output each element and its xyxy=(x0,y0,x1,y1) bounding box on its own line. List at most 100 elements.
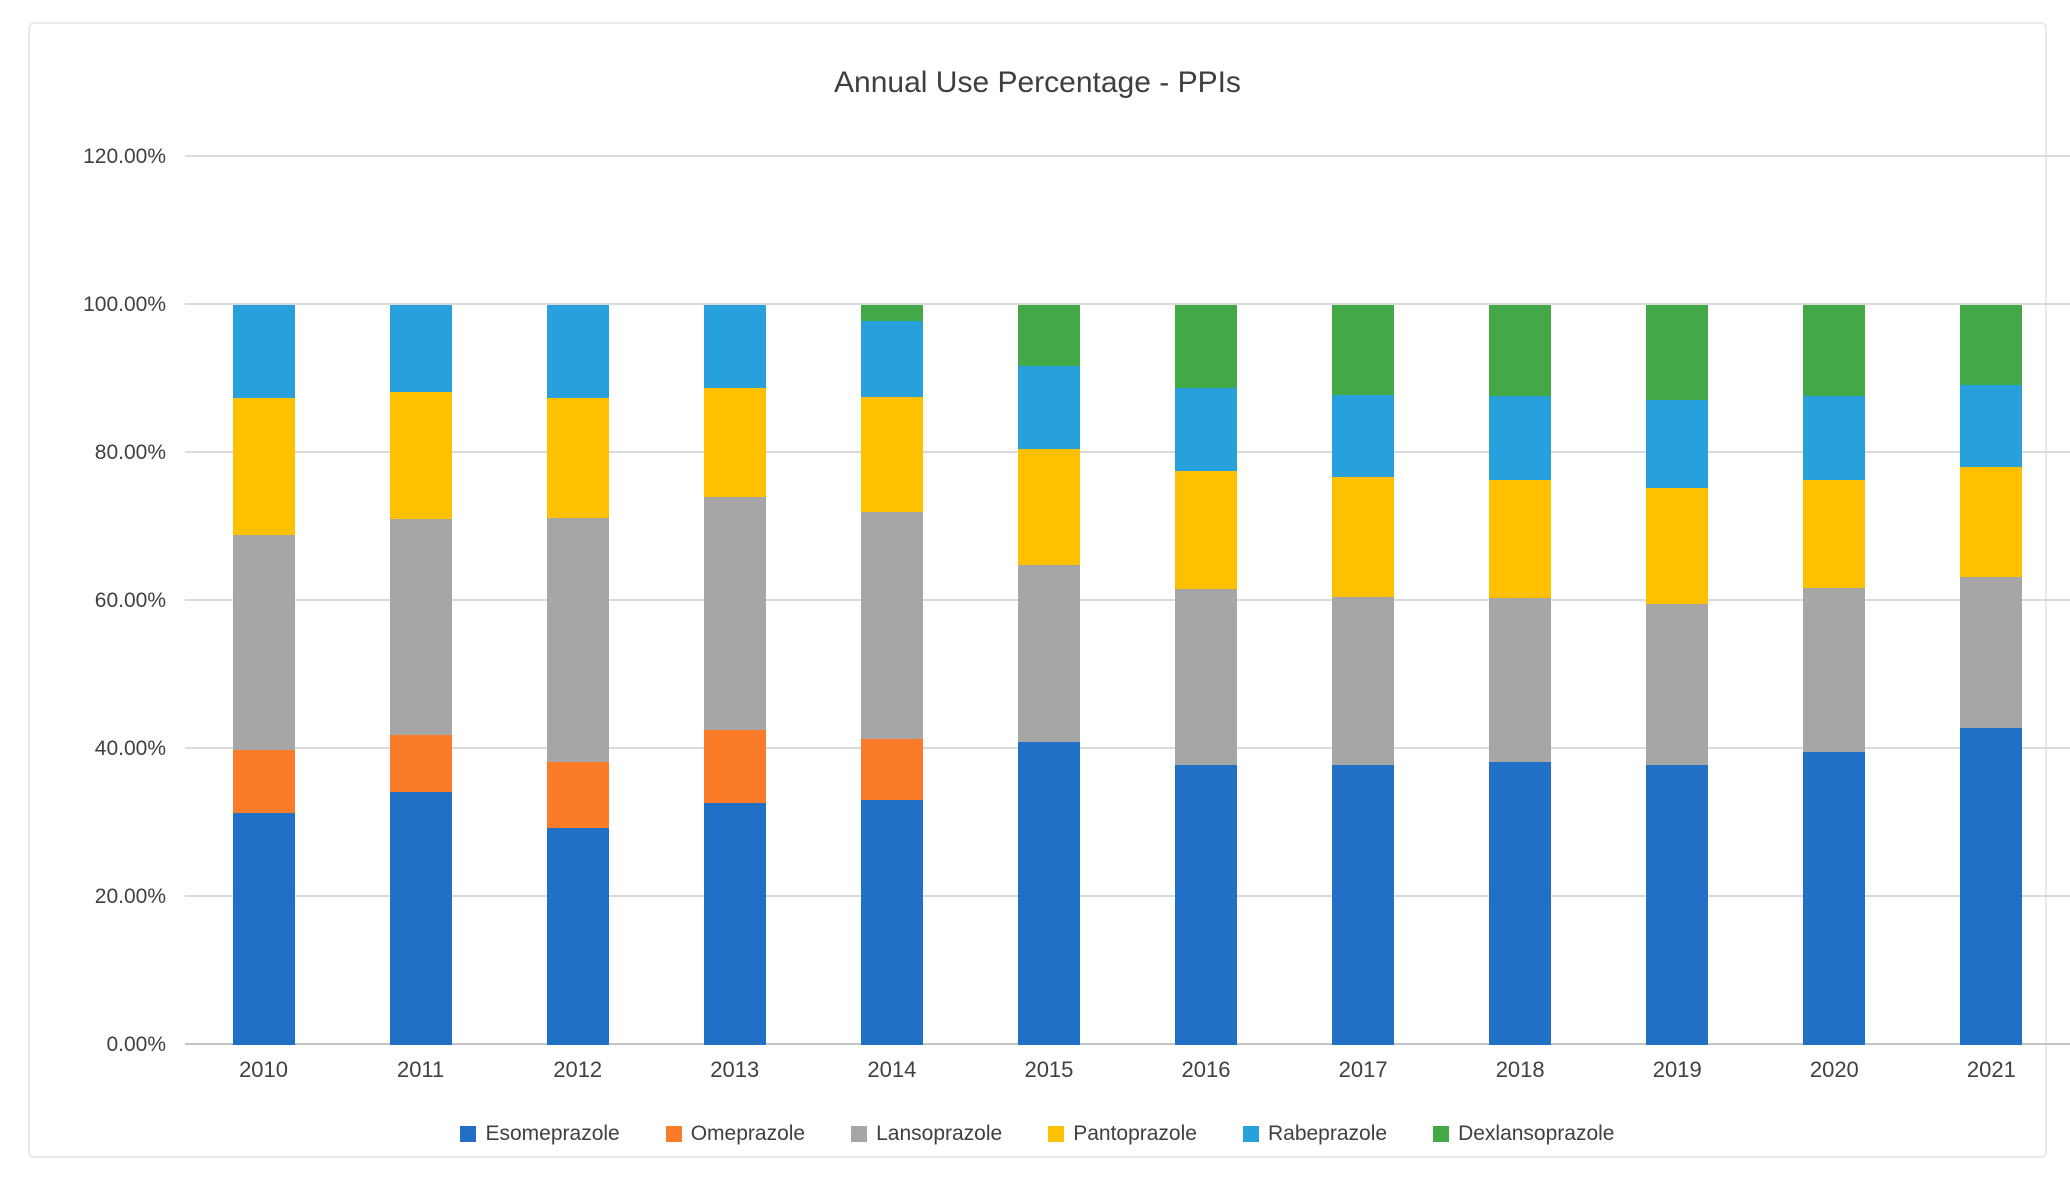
y-tick-label-0: 0.00% xyxy=(106,1033,166,1056)
bar-column-2019 xyxy=(1599,157,1756,1045)
bar-column-2014 xyxy=(813,157,970,1045)
y-tick-label-100: 100.00% xyxy=(83,293,166,316)
bar-segment-lansoprazole-2014 xyxy=(860,512,923,740)
x-tick-label-2014: 2014 xyxy=(867,1057,917,1082)
bar-segment-omeprazole-2010 xyxy=(232,749,295,814)
bar-segment-pantoprazole-2011 xyxy=(389,391,452,519)
bar-segment-dexlansoprazole-2014 xyxy=(860,305,923,322)
stacked-bar-2017 xyxy=(1332,305,1395,1045)
x-tick-label-2019: 2019 xyxy=(1652,1057,1702,1082)
legend-swatch-rabeprazole xyxy=(1242,1126,1259,1142)
bar-segment-dexlansoprazole-2017 xyxy=(1332,305,1395,395)
x-tick-label-2011: 2011 xyxy=(396,1057,445,1082)
gridline-40 xyxy=(185,747,2070,750)
legend-item-omeprazole: Omeprazole xyxy=(665,1122,806,1146)
bar-segment-omeprazole-2013 xyxy=(703,729,766,804)
legend-swatch-pantoprazole xyxy=(1048,1126,1065,1142)
stacked-bar-2013 xyxy=(703,305,766,1045)
stacked-bar-2014 xyxy=(860,305,923,1045)
bar-segment-esomeprazole-2021 xyxy=(1960,728,2023,1045)
bar-segment-rabeprazole-2016 xyxy=(1175,387,1237,471)
legend-label-omeprazole: Omeprazole xyxy=(690,1122,806,1145)
bar-segment-dexlansoprazole-2020 xyxy=(1803,305,1866,397)
stacked-bar-2015 xyxy=(1017,305,1080,1045)
bar-segment-dexlansoprazole-2016 xyxy=(1175,305,1237,388)
bar-segment-rabeprazole-2011 xyxy=(389,305,452,392)
bar-segment-pantoprazole-2021 xyxy=(1960,467,2023,577)
bar-segment-dexlansoprazole-2018 xyxy=(1489,305,1552,397)
legend-item-dexlansoprazole: Dexlansoprazole xyxy=(1433,1122,1615,1146)
bars-layer xyxy=(185,157,2070,1045)
bar-segment-esomeprazole-2014 xyxy=(860,800,923,1045)
bar-segment-rabeprazole-2020 xyxy=(1803,396,1866,480)
bar-segment-pantoprazole-2014 xyxy=(860,396,923,513)
bar-segment-lansoprazole-2012 xyxy=(546,518,609,762)
bar-column-2013 xyxy=(656,157,813,1045)
stacked-bar-2019 xyxy=(1646,305,1709,1045)
bar-segment-esomeprazole-2019 xyxy=(1646,765,1709,1045)
bar-segment-esomeprazole-2013 xyxy=(703,803,766,1045)
gridline-100 xyxy=(185,303,2070,305)
bar-segment-omeprazole-2014 xyxy=(860,739,923,801)
bar-segment-rabeprazole-2017 xyxy=(1332,394,1395,478)
bar-segment-dexlansoprazole-2015 xyxy=(1017,305,1080,366)
bar-segment-esomeprazole-2010 xyxy=(232,813,295,1045)
bar-segment-pantoprazole-2019 xyxy=(1646,487,1709,604)
stacked-bar-2021 xyxy=(1960,305,2023,1045)
bar-segment-rabeprazole-2013 xyxy=(703,305,766,388)
bar-segment-pantoprazole-2015 xyxy=(1017,449,1080,566)
bar-column-2012 xyxy=(499,157,656,1045)
legend-item-pantoprazole: Pantoprazole xyxy=(1048,1122,1197,1146)
bar-segment-esomeprazole-2020 xyxy=(1803,751,1866,1045)
legend-label-dexlansoprazole: Dexlansoprazole xyxy=(1458,1122,1615,1145)
bar-segment-lansoprazole-2013 xyxy=(703,497,766,730)
bar-segment-esomeprazole-2015 xyxy=(1017,742,1080,1045)
chart-container: Annual Use Percentage - PPIs 0.00% 20.00%… xyxy=(28,22,2070,1158)
bar-segment-lansoprazole-2020 xyxy=(1803,588,1866,752)
stacked-bar-2018 xyxy=(1489,305,1552,1045)
bar-column-2021 xyxy=(1913,157,2070,1045)
stacked-bar-2010 xyxy=(232,305,295,1045)
bar-segment-rabeprazole-2012 xyxy=(546,305,609,398)
y-tick-label-60: 60.00% xyxy=(94,589,166,612)
bar-column-2017 xyxy=(1285,157,1442,1045)
x-tick-label-2013: 2013 xyxy=(710,1057,760,1082)
bar-segment-dexlansoprazole-2021 xyxy=(1960,305,2023,385)
bar-segment-esomeprazole-2012 xyxy=(546,828,609,1045)
bar-segment-pantoprazole-2018 xyxy=(1489,480,1552,599)
bar-segment-esomeprazole-2018 xyxy=(1489,761,1552,1045)
x-tick-label-2020: 2020 xyxy=(1809,1057,1859,1082)
bar-segment-lansoprazole-2011 xyxy=(389,518,452,735)
x-axis: 2010 2011 2012 2013 2014 2015 2016 2017 2018 2019… xyxy=(185,1057,2070,1083)
x-tick-label-2017: 2017 xyxy=(1338,1057,1388,1082)
x-tick-label-2015: 2015 xyxy=(1024,1057,1074,1082)
stacked-bar-2020 xyxy=(1803,305,1866,1045)
x-tick-label-2018: 2018 xyxy=(1495,1057,1545,1082)
plot-area xyxy=(185,155,2070,1045)
bar-segment-pantoprazole-2010 xyxy=(232,398,295,536)
stacked-bar-2011 xyxy=(389,305,452,1045)
bar-segment-omeprazole-2012 xyxy=(546,761,609,829)
bar-column-2016 xyxy=(1127,157,1284,1045)
stacked-bar-2016 xyxy=(1175,305,1237,1045)
bar-column-2018 xyxy=(1442,157,1599,1045)
y-axis: 0.00% 20.00% 40.00% 60.00% 80.00% 100.00% 120.… xyxy=(30,145,172,1056)
legend-swatch-omeprazole xyxy=(665,1126,682,1142)
bar-segment-pantoprazole-2016 xyxy=(1175,470,1237,590)
legend-label-esomeprazole: Esomeprazole xyxy=(485,1122,620,1145)
bar-segment-esomeprazole-2017 xyxy=(1332,764,1395,1045)
x-tick-label-2016: 2016 xyxy=(1181,1057,1231,1082)
stacked-bar-2012 xyxy=(546,305,609,1045)
bar-column-2020 xyxy=(1756,157,1913,1045)
bar-column-2011 xyxy=(342,157,499,1045)
bar-segment-pantoprazole-2020 xyxy=(1803,479,1866,589)
y-tick-label-20: 20.00% xyxy=(94,885,166,909)
bar-segment-rabeprazole-2015 xyxy=(1017,365,1080,450)
bar-segment-lansoprazole-2017 xyxy=(1332,596,1395,765)
bar-segment-lansoprazole-2010 xyxy=(232,535,295,750)
bar-column-2015 xyxy=(970,157,1127,1045)
bar-segment-omeprazole-2011 xyxy=(389,734,452,792)
gridline-20 xyxy=(185,895,2070,898)
legend-swatch-dexlansoprazole xyxy=(1433,1126,1450,1142)
